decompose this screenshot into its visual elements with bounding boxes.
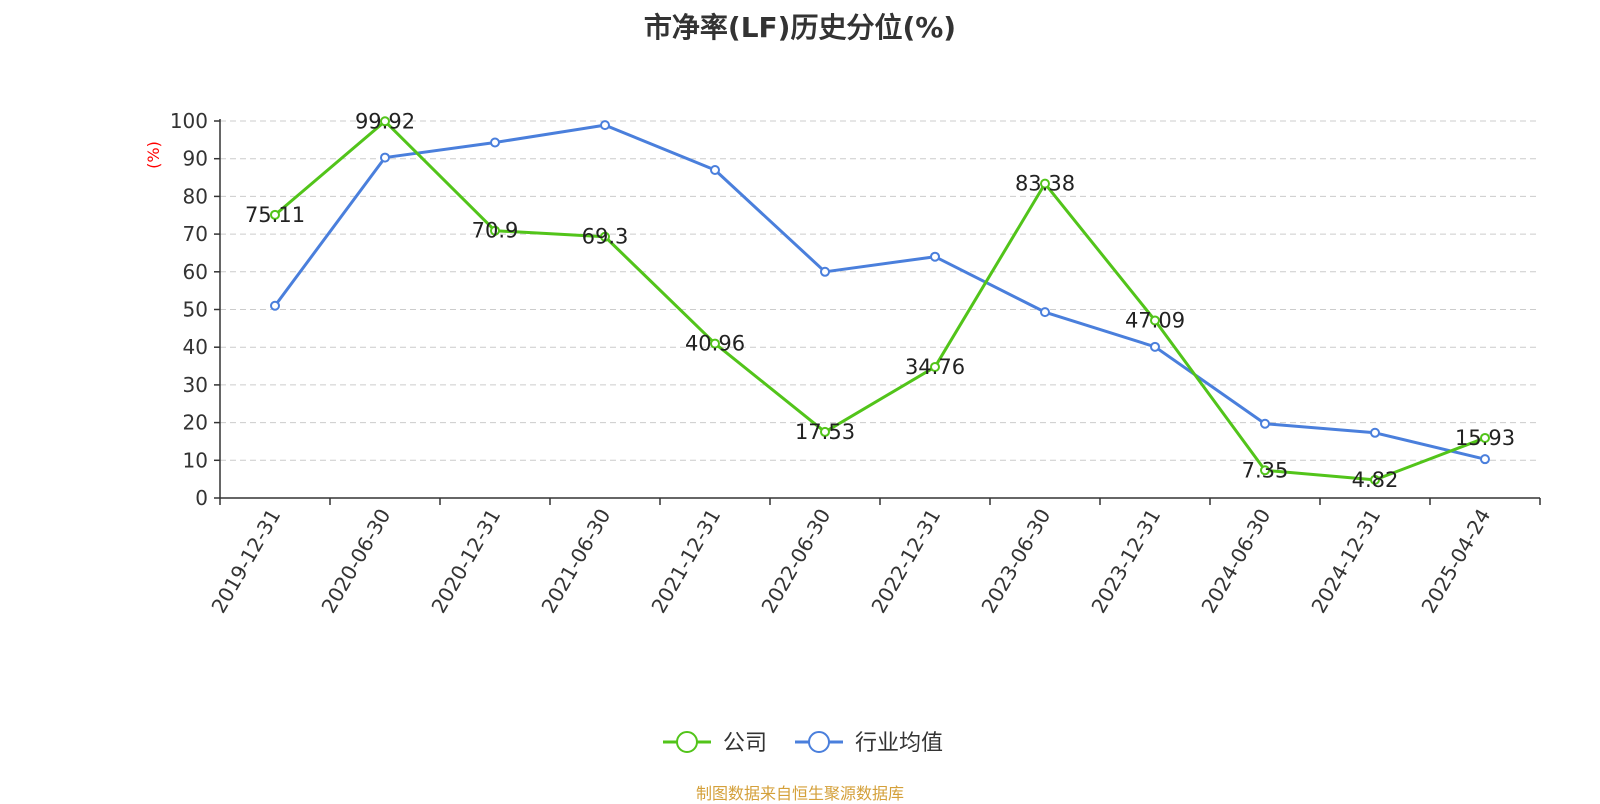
legend-marker	[808, 731, 830, 753]
data-point	[710, 165, 720, 176]
data-point	[930, 251, 940, 262]
legend-item-0[interactable]: 公司	[663, 731, 767, 756]
y-tick-label: 50	[183, 298, 208, 322]
x-tick-label: 2024-12-31	[1306, 505, 1385, 618]
data-label: 40.96	[685, 332, 745, 356]
axes: 0 10 20 30 40 50 60 70 80 90 100 2019-12-31 2020-06-…	[170, 109, 1541, 618]
series-line-1	[273, 123, 1486, 461]
data-label: 17.53	[795, 420, 855, 444]
data-point	[1260, 465, 1270, 476]
data-label: 83.38	[1015, 172, 1075, 196]
data-labels: 75.11 99.92 70.9 69.3 40.96 17.53 34.76 83.38 47…	[245, 109, 1515, 492]
y-tick-label: 80	[183, 184, 208, 208]
data-label: 4.82	[1352, 468, 1399, 492]
data-point	[1370, 427, 1380, 438]
y-tick-label: 10	[183, 448, 208, 472]
x-tick-label: 2021-12-31	[646, 505, 725, 618]
data-point	[710, 338, 720, 349]
data-label: 75.11	[245, 203, 305, 227]
data-point	[490, 137, 500, 148]
y-tick-label: 90	[183, 147, 208, 171]
data-point	[1370, 474, 1380, 485]
data-point	[1480, 454, 1490, 465]
source-note: 制图数据来自恒生聚源数据库	[695, 784, 904, 803]
data-label: 7.35	[1242, 458, 1289, 482]
x-tick-label: 2019-12-31	[206, 505, 285, 618]
chart-title: 市净率(LF)历史分位(%)	[643, 11, 957, 44]
grid-lines	[220, 120, 1540, 461]
y-tick-label: 20	[183, 411, 208, 435]
x-tick-label: 2020-06-30	[316, 505, 395, 618]
data-point	[600, 231, 610, 242]
series-lines	[270, 116, 1490, 485]
data-point	[380, 116, 390, 127]
data-point	[820, 426, 830, 437]
x-tick-label: 2023-12-31	[1086, 505, 1165, 618]
data-point	[1040, 178, 1050, 189]
data-label: 70.9	[472, 219, 519, 243]
data-point	[270, 209, 280, 220]
legend-item-1[interactable]: 行业均值	[795, 731, 943, 756]
x-tick-label: 2020-12-31	[426, 505, 505, 618]
data-label: 99.92	[355, 109, 415, 133]
legend[interactable]: 公司 行业均值	[663, 731, 943, 756]
data-point	[930, 361, 940, 372]
data-point	[1480, 432, 1490, 443]
legend-label: 公司	[723, 731, 767, 756]
legend-marker	[676, 731, 698, 753]
y-tick-label: 70	[183, 222, 208, 246]
data-label: 47.09	[1125, 308, 1185, 332]
series-line-0	[274, 119, 1486, 482]
data-point	[380, 152, 390, 163]
legend-label: 行业均值	[855, 731, 943, 756]
data-label: 34.76	[905, 355, 965, 379]
x-tick-label: 2023-06-30	[976, 505, 1055, 618]
y-tick-label: 0	[195, 486, 208, 510]
data-point	[1150, 341, 1160, 352]
data-label: 15.93	[1455, 426, 1515, 450]
data-label: 69.3	[582, 225, 629, 249]
data-point	[490, 225, 500, 236]
x-tick-label: 2024-06-30	[1196, 505, 1275, 618]
y-tick-label: 100	[170, 109, 208, 133]
y-axis-label: (%)	[144, 141, 163, 169]
x-tick-label: 2022-06-30	[756, 505, 835, 618]
data-point	[270, 300, 280, 311]
data-point	[1150, 315, 1160, 326]
y-tick-label: 40	[183, 335, 208, 359]
data-point	[1260, 418, 1270, 429]
data-point	[820, 266, 830, 277]
data-point	[600, 120, 610, 131]
x-tick-label: 2025-04-24	[1416, 505, 1495, 618]
y-tick-label: 60	[183, 260, 208, 284]
x-tick-label: 2022-12-31	[866, 505, 945, 618]
x-tick-label: 2021-06-30	[536, 505, 615, 618]
data-point	[1040, 307, 1050, 318]
y-tick-label: 30	[183, 373, 208, 397]
